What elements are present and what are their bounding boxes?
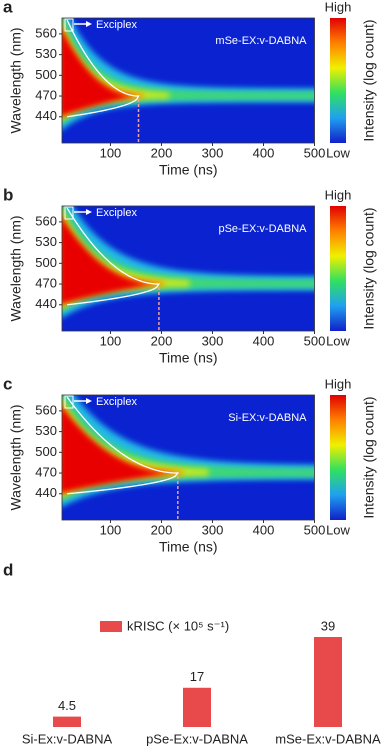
- annotation-box: [64, 206, 74, 220]
- colorbar-label: Intensity (log count): [361, 19, 377, 141]
- colorbar-max: High: [325, 187, 352, 202]
- bar: [183, 687, 211, 727]
- heatmap: [62, 395, 315, 520]
- y-tick-label: 530: [35, 46, 57, 61]
- panel-label: a: [3, 0, 13, 16]
- colorbar-label: Intensity (log count): [361, 396, 377, 518]
- arrow-head: [86, 209, 92, 215]
- category-label: Si-Ex:v-DABNA: [22, 731, 113, 746]
- y-tick-label: 530: [35, 423, 57, 438]
- y-tick-label: 560: [35, 402, 57, 417]
- annotation: Exciplex: [96, 19, 137, 31]
- x-tick-label: 300: [202, 333, 224, 348]
- y-axis-label: Wavelength (nm): [8, 404, 24, 510]
- y-tick-label: 470: [35, 87, 57, 102]
- panel-label: b: [3, 185, 13, 204]
- contour: [66, 19, 140, 118]
- x-tick-label: 200: [151, 333, 173, 348]
- x-axis-label: Time (ns): [159, 350, 218, 366]
- colorbar-max: High: [325, 376, 352, 391]
- panel-title: mSe-EX:v-DABNA: [215, 35, 307, 47]
- colorbar-min: Low: [326, 333, 350, 348]
- arrow-head: [86, 398, 92, 404]
- y-axis-label: Wavelength (nm): [8, 215, 24, 321]
- legend-swatch: [100, 621, 122, 632]
- heatmap-region: [62, 30, 139, 116]
- value-label: 39: [321, 618, 335, 633]
- plot-frame: [61, 394, 315, 521]
- x-tick-label: 100: [100, 145, 122, 160]
- plot-frame: [61, 205, 315, 332]
- x-tick-label: 300: [202, 145, 224, 160]
- panel-title: pSe-EX:v-DABNA: [218, 223, 307, 235]
- contour: [66, 207, 161, 306]
- x-tick-label: 100: [100, 522, 122, 537]
- x-tick-label: 400: [253, 522, 275, 537]
- colorbar-label: Intensity (log count): [361, 207, 377, 329]
- x-tick-label: 500: [304, 333, 326, 348]
- legend-label: kRISC (× 10⁵ s⁻¹): [127, 618, 229, 633]
- bar: [53, 716, 81, 727]
- y-tick-label: 470: [35, 464, 57, 479]
- y-tick-label: 470: [35, 275, 57, 290]
- y-tick-label: 560: [35, 213, 57, 228]
- colorbar-max: High: [325, 0, 352, 14]
- colorbar-min: Low: [326, 522, 350, 537]
- value-label: 17: [190, 669, 204, 684]
- contour: [66, 396, 180, 495]
- y-axis-label: Wavelength (nm): [8, 27, 24, 133]
- y-tick-label: 500: [35, 444, 57, 459]
- y-tick-label: 440: [35, 296, 57, 311]
- x-tick-label: 400: [253, 145, 275, 160]
- heatmap: [62, 206, 315, 331]
- x-axis-label: Time (ns): [159, 162, 218, 178]
- x-axis-label: Time (ns): [159, 539, 218, 555]
- category-label: pSe-Ex:v-DABNA: [146, 731, 248, 746]
- heatmap: [62, 18, 315, 143]
- heatmap-region: [62, 407, 178, 493]
- plot-frame: [61, 17, 315, 144]
- value-label: 4.5: [58, 698, 76, 713]
- x-tick-label: 100: [100, 333, 122, 348]
- panel-label: d: [3, 560, 13, 579]
- x-tick-label: 200: [151, 522, 173, 537]
- x-tick-label: 400: [253, 333, 275, 348]
- panel-label: c: [3, 374, 12, 393]
- annotation: Exciplex: [96, 396, 137, 408]
- arrow-head: [86, 21, 92, 27]
- colorbar-min: Low: [326, 145, 350, 160]
- bar: [314, 637, 342, 727]
- colorbar: [330, 395, 346, 520]
- panel-title: Si-EX:v-DABNA: [228, 412, 307, 424]
- y-tick-label: 500: [35, 67, 57, 82]
- y-tick-label: 560: [35, 25, 57, 40]
- y-tick-label: 530: [35, 234, 57, 249]
- annotation-box: [64, 18, 74, 32]
- y-tick-label: 500: [35, 255, 57, 270]
- colorbar: [330, 18, 346, 143]
- annotation-box: [64, 395, 74, 409]
- colorbar: [330, 206, 346, 331]
- annotation: Exciplex: [96, 207, 137, 219]
- x-tick-label: 500: [304, 522, 326, 537]
- x-tick-label: 500: [304, 145, 326, 160]
- category-label: mSe-Ex:v-DABNA: [275, 731, 381, 746]
- y-tick-label: 440: [35, 108, 57, 123]
- y-tick-label: 440: [35, 485, 57, 500]
- heatmap-region: [62, 218, 159, 304]
- x-tick-label: 200: [151, 145, 173, 160]
- x-tick-label: 300: [202, 522, 224, 537]
